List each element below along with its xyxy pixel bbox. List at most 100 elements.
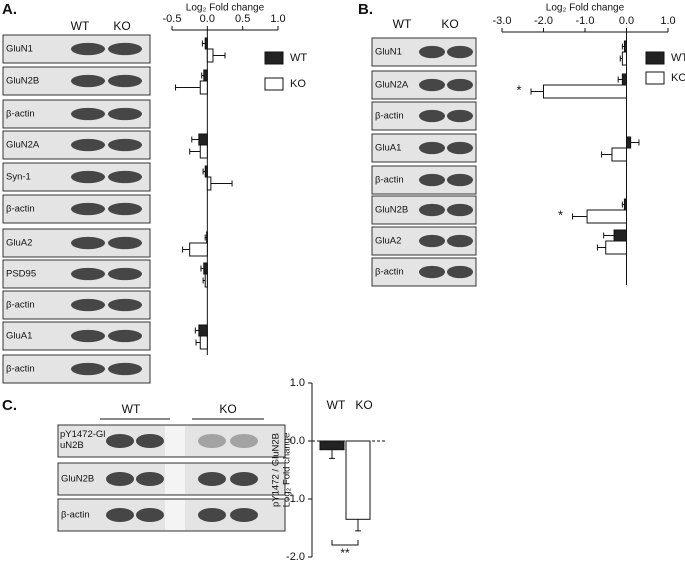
blot-row-label: β-actin xyxy=(6,364,35,375)
bar xyxy=(623,198,627,211)
blot-band xyxy=(108,170,142,184)
blot-band xyxy=(108,42,142,56)
error-bar xyxy=(530,88,544,95)
label-bg xyxy=(373,142,419,154)
blot-band xyxy=(108,74,142,88)
error-bar xyxy=(202,277,206,284)
x-tick-label: 0.0 xyxy=(200,13,215,25)
legend-label: WT xyxy=(671,52,685,64)
y-axis-label: pY1472 / GluN2B xyxy=(271,433,282,507)
blot-band xyxy=(108,107,142,121)
error-bar xyxy=(195,339,201,346)
error-bar xyxy=(175,84,201,91)
x-tick-label: -1.0 xyxy=(576,15,595,27)
error-bar xyxy=(194,327,199,334)
blot-row-label: β-actin xyxy=(375,175,404,186)
blot-band xyxy=(108,202,142,216)
blot-band xyxy=(447,78,473,92)
label-bg xyxy=(4,237,48,249)
category-label: WT xyxy=(327,398,346,412)
label-bg xyxy=(4,363,48,375)
x-tick-label: 1.0 xyxy=(270,13,285,25)
blot-band xyxy=(71,329,105,343)
blot-band xyxy=(447,45,473,59)
lane-header: KO xyxy=(441,17,458,31)
blot-row-label: GluN2B xyxy=(61,474,94,485)
blot-band xyxy=(198,433,226,449)
significance: * xyxy=(517,82,522,97)
error-bar xyxy=(182,246,190,253)
x-tick-label: -3.0 xyxy=(493,15,512,27)
legend-swatch xyxy=(264,77,284,91)
label-bg xyxy=(4,203,48,215)
error-bar xyxy=(621,43,625,50)
blot-row-label: β-actin xyxy=(375,267,404,278)
x-axis-label: Log₂ Fold change xyxy=(186,3,265,14)
bar xyxy=(199,335,208,350)
error-bar xyxy=(329,449,335,459)
blot-band xyxy=(198,471,226,487)
blot-band xyxy=(447,173,473,187)
bar xyxy=(204,273,208,288)
bar xyxy=(206,231,208,244)
y-axis-label: Log₂ Fold change xyxy=(282,433,293,507)
blot-band xyxy=(108,236,142,250)
x-tick-label: 0.0 xyxy=(619,15,634,27)
blot-row-label: GluA1 xyxy=(6,331,32,342)
blot-row-label: Syn-1 xyxy=(6,172,31,183)
blot-gap xyxy=(165,426,185,456)
blot-band xyxy=(419,173,445,187)
category-label: KO xyxy=(355,398,372,412)
blot-band xyxy=(71,236,105,250)
blot-band xyxy=(419,78,445,92)
error-bar xyxy=(210,180,233,187)
label-bg xyxy=(4,108,48,120)
bar xyxy=(198,324,208,337)
blot-band xyxy=(71,170,105,184)
blot-band xyxy=(419,265,445,279)
y-tick-label: 0.0 xyxy=(290,435,305,447)
blot-row-label: GluA2 xyxy=(6,238,32,249)
bar xyxy=(621,51,627,66)
blot-band xyxy=(108,362,142,376)
blot-row-label: GluN1 xyxy=(375,47,402,58)
bar xyxy=(543,84,627,99)
lane-header: KO xyxy=(219,402,236,416)
lane-header: WT xyxy=(71,19,90,33)
label-bg xyxy=(4,268,48,280)
x-tick-label: -2.0 xyxy=(534,15,553,27)
blot-band xyxy=(106,471,134,487)
blot-band xyxy=(71,107,105,121)
blot-row-label: β-actin xyxy=(375,111,404,122)
x-tick-label: -0.5 xyxy=(163,13,182,25)
blot-band xyxy=(419,109,445,123)
blot-band xyxy=(108,138,142,152)
label-bg xyxy=(4,75,48,87)
blot-band xyxy=(447,265,473,279)
bar xyxy=(611,147,627,162)
bar xyxy=(203,262,208,275)
label-bg xyxy=(373,46,419,58)
bar xyxy=(586,209,628,224)
blot-band xyxy=(419,234,445,248)
legend-label: KO xyxy=(290,78,306,90)
label-bg xyxy=(4,171,48,183)
label-bg xyxy=(4,43,48,55)
error-bar xyxy=(202,168,206,175)
bar xyxy=(198,133,208,146)
blot-band xyxy=(230,433,258,449)
legend-swatch xyxy=(645,71,665,85)
label-bg xyxy=(4,299,48,311)
legend-label: KO xyxy=(671,72,685,84)
bar xyxy=(621,73,627,86)
blot-band xyxy=(108,329,142,343)
bar xyxy=(623,40,627,53)
blot-band xyxy=(447,109,473,123)
label-bg xyxy=(373,110,419,122)
bar xyxy=(319,440,345,451)
bar xyxy=(199,80,208,95)
blot-band xyxy=(71,298,105,312)
blot-band xyxy=(447,141,473,155)
